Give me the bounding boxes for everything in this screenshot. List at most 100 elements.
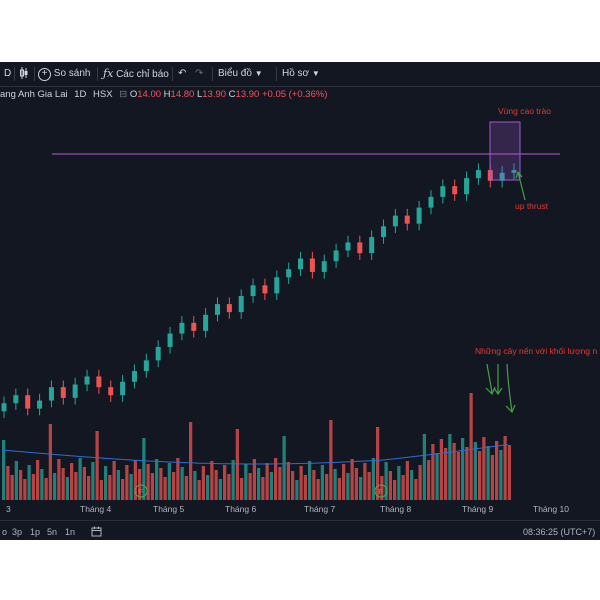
toolbar-divider bbox=[212, 67, 213, 81]
volume-bar bbox=[363, 463, 367, 500]
candle-body bbox=[499, 172, 505, 181]
volume-bar bbox=[14, 461, 18, 500]
candle-body bbox=[369, 237, 375, 254]
upthrust-annotation: up thrust bbox=[515, 201, 549, 211]
volume-bar bbox=[444, 448, 448, 500]
volume-bar bbox=[329, 420, 333, 500]
x-tick-label: Tháng 9 bbox=[462, 504, 493, 514]
range-5n[interactable]: 5n bbox=[47, 527, 58, 537]
volume-bar bbox=[61, 468, 65, 500]
candle-body bbox=[155, 346, 161, 361]
symbol-name[interactable]: ang Anh Gia Lai bbox=[0, 89, 68, 100]
clock-time[interactable]: 08:36:25 (UTC+7) bbox=[523, 527, 596, 537]
volume-bar bbox=[503, 436, 507, 500]
redo-icon[interactable]: ↷ bbox=[195, 68, 204, 79]
volume-bar bbox=[316, 479, 320, 500]
volume-bar bbox=[150, 473, 154, 500]
volume-bar bbox=[405, 461, 409, 500]
volume-bar bbox=[367, 472, 371, 500]
volume-bar bbox=[91, 462, 95, 500]
candle-body bbox=[345, 242, 351, 251]
x-tick-label: Tháng 8 bbox=[380, 504, 411, 514]
climax-annotation: Vùng cao trào bbox=[498, 106, 551, 116]
toolbar-divider bbox=[172, 67, 173, 81]
symbol-fragment[interactable]: D bbox=[4, 68, 12, 79]
event-marker-2[interactable]: F bbox=[374, 484, 388, 498]
candle-body bbox=[428, 196, 434, 208]
volume-bar bbox=[70, 463, 74, 500]
compare-button[interactable]: + So sánh bbox=[38, 67, 90, 81]
volume-bar bbox=[337, 478, 341, 500]
volume-bar bbox=[427, 460, 431, 500]
volume-bar bbox=[431, 444, 435, 500]
volume-bar bbox=[197, 480, 201, 500]
interval-label[interactable]: 1D bbox=[74, 89, 87, 100]
volume-bar bbox=[465, 447, 469, 500]
low-label: L bbox=[196, 89, 203, 100]
range-1n[interactable]: 1n bbox=[65, 527, 76, 537]
volume-bar bbox=[410, 470, 414, 500]
candle-body bbox=[440, 186, 446, 197]
candle-body bbox=[321, 261, 327, 272]
candle-body bbox=[96, 376, 102, 388]
close-label: C bbox=[228, 89, 236, 100]
volume-bar bbox=[138, 469, 142, 500]
volume-bar bbox=[27, 465, 31, 500]
low-value: 13.90 bbox=[202, 89, 227, 100]
volume-bar bbox=[461, 438, 465, 500]
candle-body bbox=[262, 285, 268, 294]
volume-bar bbox=[278, 467, 282, 500]
volume-bar bbox=[495, 441, 499, 500]
template-menu[interactable]: Hồ sơ ▼ bbox=[282, 67, 320, 81]
price-chart[interactable]: Vùng cao trào up thrust Những cây nến vớ… bbox=[0, 102, 600, 520]
candle-body bbox=[416, 207, 422, 224]
range-1p[interactable]: 1p bbox=[30, 527, 41, 537]
undo-icon[interactable]: ↶ bbox=[178, 68, 187, 79]
top-toolbar: D + So sánh ƒx Các chỉ báo ↶ ↷ Biểu đồ ▼… bbox=[0, 62, 600, 87]
volume-bar bbox=[48, 424, 52, 500]
volume-bar bbox=[507, 445, 511, 500]
volume-bar bbox=[142, 438, 146, 500]
range-fragment[interactable]: o bbox=[2, 527, 8, 537]
volume-bar bbox=[218, 479, 222, 500]
open-label: O bbox=[129, 89, 138, 100]
volume-bar bbox=[176, 458, 180, 500]
candle-body bbox=[274, 277, 280, 294]
x-tick-label: Tháng 7 bbox=[304, 504, 335, 514]
volume-bar bbox=[414, 479, 418, 500]
toolbar-divider bbox=[34, 67, 35, 81]
volume-bar bbox=[184, 476, 188, 500]
volume-bar bbox=[125, 465, 129, 500]
indicators-button[interactable]: ƒx Các chỉ báo bbox=[103, 67, 169, 81]
candle-body bbox=[48, 387, 54, 401]
candle-body bbox=[452, 186, 458, 195]
volume-arrows bbox=[485, 363, 516, 414]
volume-bar bbox=[265, 463, 269, 500]
volume-bar bbox=[291, 471, 295, 500]
candle-body bbox=[309, 258, 315, 272]
volume-bar bbox=[201, 466, 205, 500]
volume-bar bbox=[23, 479, 27, 500]
candles-icon[interactable] bbox=[19, 67, 29, 81]
chart-type-menu[interactable]: Biểu đồ ▼ bbox=[218, 67, 263, 81]
candle-body bbox=[1, 403, 7, 412]
add-circle-icon: + bbox=[38, 67, 51, 81]
collapse-icon[interactable]: ⊟ bbox=[119, 89, 128, 100]
volume-bar bbox=[19, 470, 23, 500]
range-3p[interactable]: 3p bbox=[12, 527, 23, 537]
open-value: 14.00 bbox=[137, 89, 162, 100]
volume-bar bbox=[303, 475, 307, 500]
event-marker-1[interactable]: F bbox=[134, 484, 148, 498]
chart-menu-label: Biểu đồ bbox=[218, 68, 252, 79]
volume-bar bbox=[121, 479, 125, 500]
volume-bar bbox=[163, 477, 167, 500]
volume-bar bbox=[499, 450, 503, 500]
candle-body bbox=[13, 395, 19, 404]
high-value: 14.80 bbox=[170, 89, 195, 100]
x-axis[interactable]: 3 Tháng 4 Tháng 5 Tháng 6 Tháng 7 Tháng 8 Thán… bbox=[6, 504, 569, 514]
volume-bar bbox=[252, 459, 256, 500]
volume-bar bbox=[210, 461, 214, 500]
climax-zone-box bbox=[489, 121, 521, 181]
volume-bar bbox=[448, 434, 452, 500]
goto-date-icon[interactable] bbox=[91, 526, 102, 540]
